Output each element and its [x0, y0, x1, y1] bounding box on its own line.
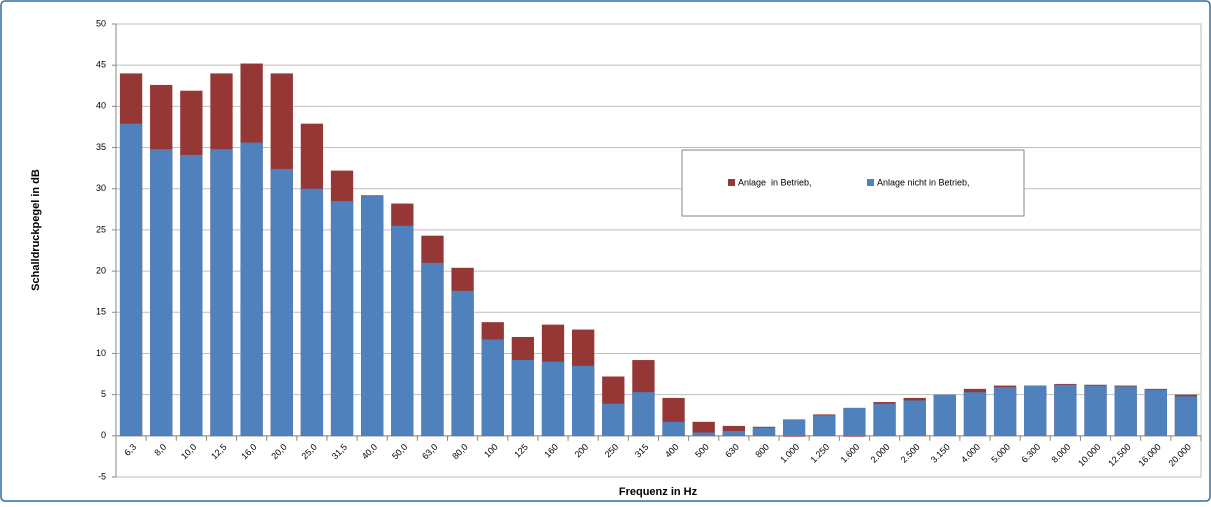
- bar: [752, 427, 776, 436]
- bar: [421, 262, 444, 436]
- y-tick-label: 30: [96, 183, 106, 193]
- bar: [270, 168, 293, 436]
- bar: [873, 403, 896, 436]
- bar: [933, 394, 956, 436]
- bar: [632, 392, 655, 436]
- y-tick-label: 40: [96, 101, 106, 111]
- bar: [451, 290, 474, 436]
- bar: [572, 365, 595, 436]
- y-tick-label: 15: [96, 307, 106, 317]
- y-tick-label: 20: [96, 265, 106, 275]
- y-tick-label: 25: [96, 224, 106, 234]
- y-tick-label: 45: [96, 60, 106, 70]
- bar: [1054, 384, 1077, 436]
- legend-swatch: [867, 179, 874, 186]
- bar: [300, 188, 324, 436]
- bar: [782, 435, 806, 437]
- y-tick-label: 0: [101, 430, 106, 440]
- bar: [511, 360, 535, 436]
- legend: [681, 149, 1025, 217]
- bar: [843, 407, 866, 436]
- bar: [722, 425, 745, 436]
- bar: [722, 430, 745, 436]
- bar: [903, 400, 926, 436]
- y-tick-label: 35: [96, 142, 106, 152]
- bar: [119, 123, 143, 436]
- bar: [692, 432, 715, 436]
- bar: [210, 149, 233, 436]
- legend-label: Anlage nicht in Betrieb,: [877, 177, 970, 187]
- bar: [391, 225, 414, 436]
- bar: [813, 415, 836, 436]
- bar: [541, 361, 565, 436]
- bar: [692, 421, 715, 436]
- bar: [361, 196, 384, 436]
- bar: [330, 201, 354, 436]
- y-tick-label: 10: [96, 348, 106, 358]
- legend-label: Anlage in Betrieb,: [738, 177, 812, 187]
- bar: [963, 392, 987, 436]
- y-tick-label: 50: [96, 18, 106, 28]
- y-tick-label: 5: [101, 389, 106, 399]
- bar: [240, 142, 263, 436]
- bar: [1174, 396, 1198, 436]
- bar: [993, 387, 1017, 436]
- bar: [843, 435, 866, 437]
- bar: [602, 403, 625, 436]
- bar: [1084, 385, 1107, 436]
- legend-swatch: [728, 179, 735, 186]
- bar: [1114, 386, 1137, 436]
- y-axis-title: Schalldruckpegel in dB: [30, 169, 42, 291]
- bar: [782, 419, 806, 436]
- bar: [1024, 385, 1047, 436]
- x-axis-title: Frequenz in Hz: [619, 486, 698, 498]
- bar: [1144, 389, 1167, 436]
- bar: [150, 149, 173, 436]
- y-tick-label: -5: [98, 471, 106, 481]
- bar: [180, 154, 203, 436]
- bar: [481, 339, 504, 436]
- bar: [662, 421, 685, 436]
